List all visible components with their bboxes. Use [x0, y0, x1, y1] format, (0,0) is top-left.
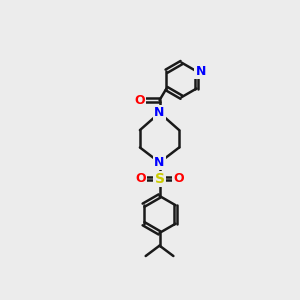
Text: S: S	[154, 172, 164, 186]
Text: N: N	[154, 106, 165, 119]
Text: O: O	[135, 172, 146, 185]
Text: N: N	[154, 156, 165, 169]
Text: N: N	[195, 65, 206, 78]
Text: O: O	[135, 94, 145, 106]
Text: O: O	[173, 172, 184, 185]
